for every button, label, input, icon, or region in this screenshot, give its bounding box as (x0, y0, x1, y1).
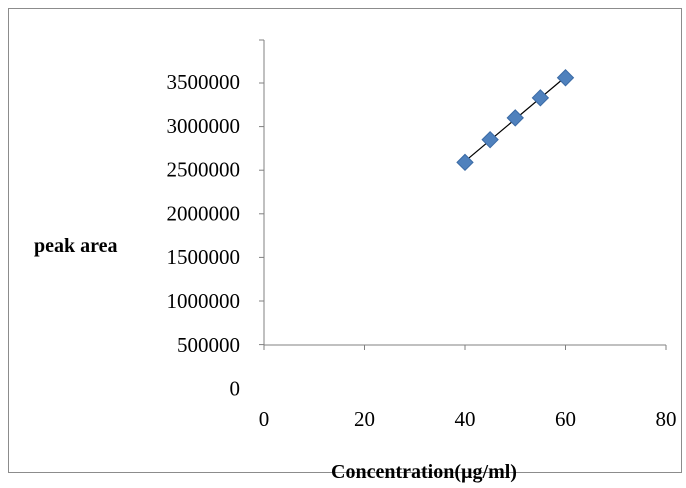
y-tick-label: 1500000 (167, 245, 241, 269)
data-point (456, 153, 474, 172)
x-tick-label: 60 (555, 407, 576, 431)
x-tick-label: 0 (259, 407, 270, 431)
data-point (481, 130, 499, 149)
data-point (556, 69, 575, 87)
x-tick-label: 20 (354, 407, 375, 431)
chart-frame (8, 8, 682, 473)
data-points (456, 69, 575, 172)
y-tick-label: 3500000 (167, 70, 241, 94)
y-tick-label: 2000000 (167, 201, 241, 225)
x-ticks: 0 20 40 60 80 (259, 345, 677, 431)
y-tick-label: 0 (230, 377, 241, 401)
data-point (531, 89, 550, 107)
x-tick-label: 40 (455, 407, 476, 431)
x-axis-title: Concentration(µg/ml) (331, 461, 517, 483)
x-tick-label: 80 (656, 407, 677, 431)
y-ticks: 3500000 3000000 2500000 2000000 1500000 10000… (167, 39, 264, 401)
axes (263, 40, 666, 346)
y-tick-label: 1000000 (167, 289, 241, 313)
y-axis-title: peak area (34, 235, 118, 257)
y-tick-label: 3000000 (167, 114, 241, 138)
y-tick-label: 500000 (177, 333, 240, 357)
data-point (506, 109, 524, 127)
y-tick-label: 2500000 (167, 158, 241, 182)
